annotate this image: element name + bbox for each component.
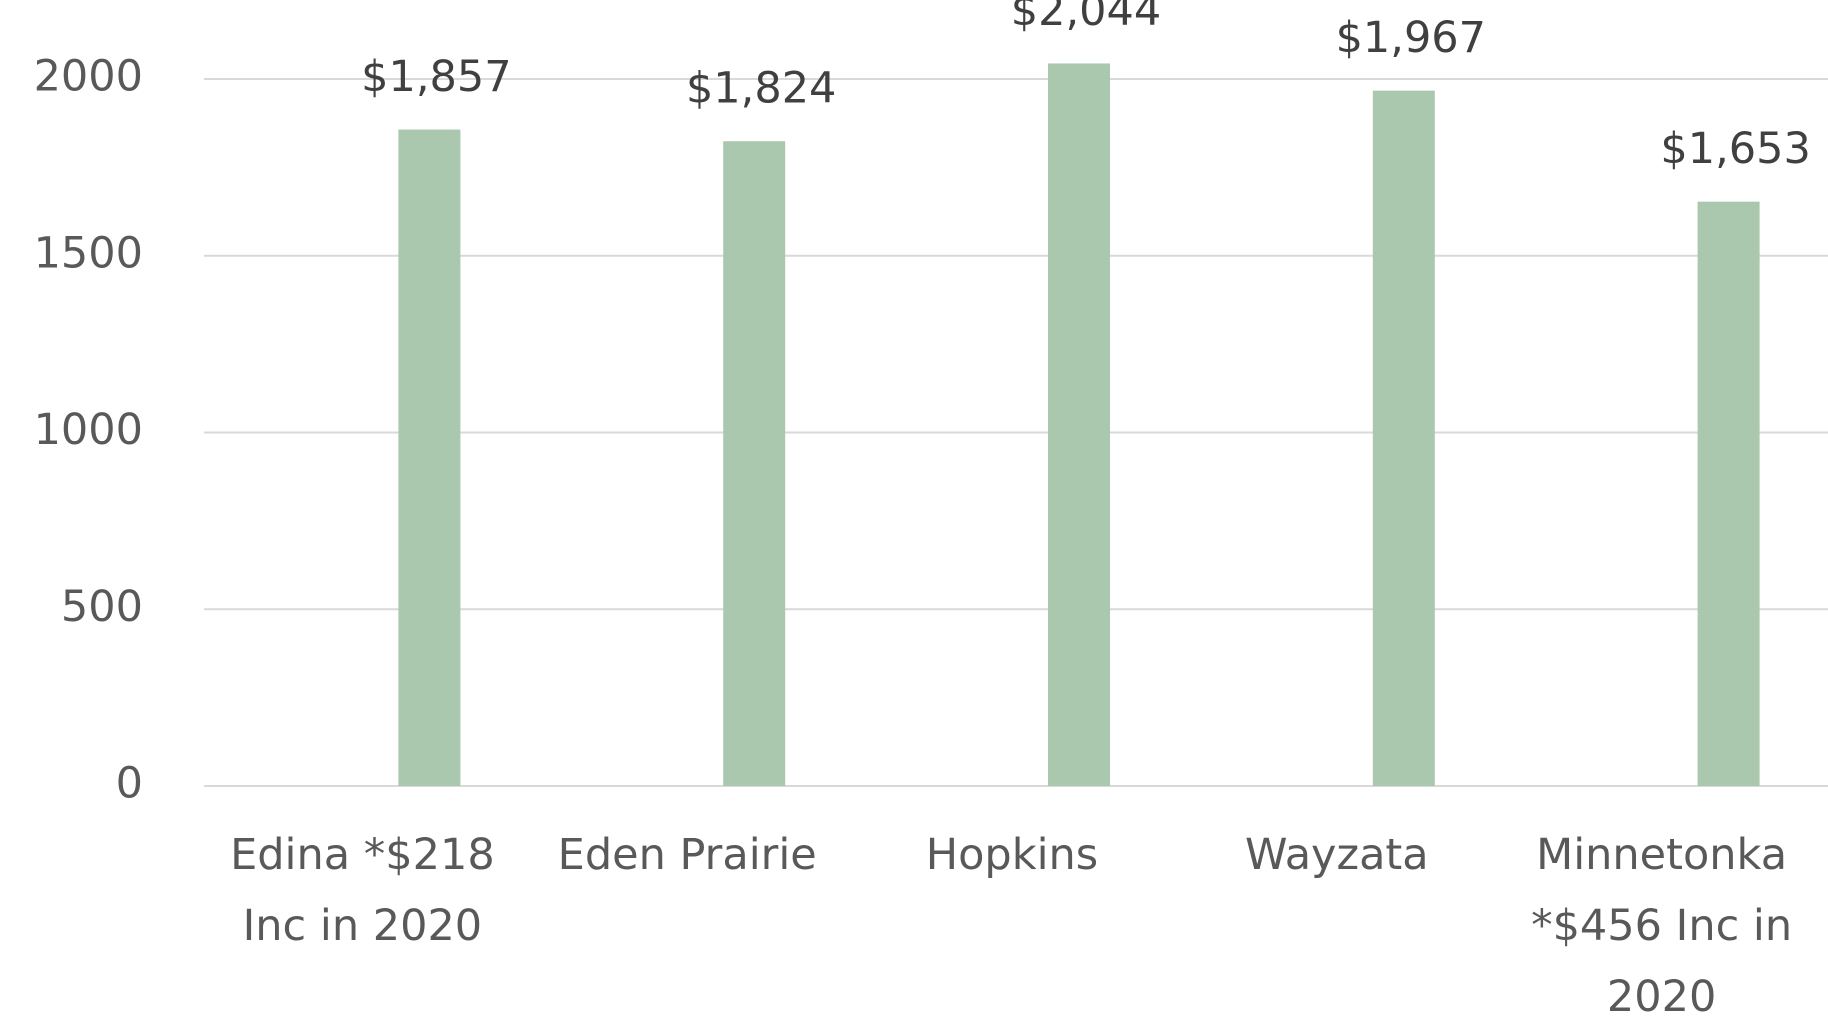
y-tick-label: 2000 — [34, 52, 143, 102]
x-tick-label: Edina *$218 Inc in 2020 — [230, 830, 495, 951]
y-tick-label: 1000 — [34, 405, 143, 455]
value-label: $1,653 — [1660, 124, 1810, 174]
bar — [723, 141, 786, 786]
bar — [1372, 90, 1435, 786]
x-tick-label: Hopkins — [926, 830, 1098, 880]
x-tick-label: Wayzata — [1245, 830, 1429, 880]
bar — [1048, 63, 1110, 787]
y-tick-label: 0 — [116, 759, 143, 809]
value-label: $1,824 — [686, 64, 836, 114]
x-tick-label: Minnetonka *$456 Inc in 2020 — [1531, 830, 1792, 1021]
y-tick-label: 500 — [61, 582, 143, 632]
value-label: $2,044 — [1011, 0, 1161, 36]
bar — [1697, 201, 1760, 787]
y-tick-label: 1500 — [34, 228, 143, 278]
x-tick-label: Eden Prairie — [558, 830, 817, 880]
bar — [398, 129, 461, 786]
value-label: $1,967 — [1336, 13, 1486, 63]
value-label: $1,857 — [361, 52, 511, 102]
